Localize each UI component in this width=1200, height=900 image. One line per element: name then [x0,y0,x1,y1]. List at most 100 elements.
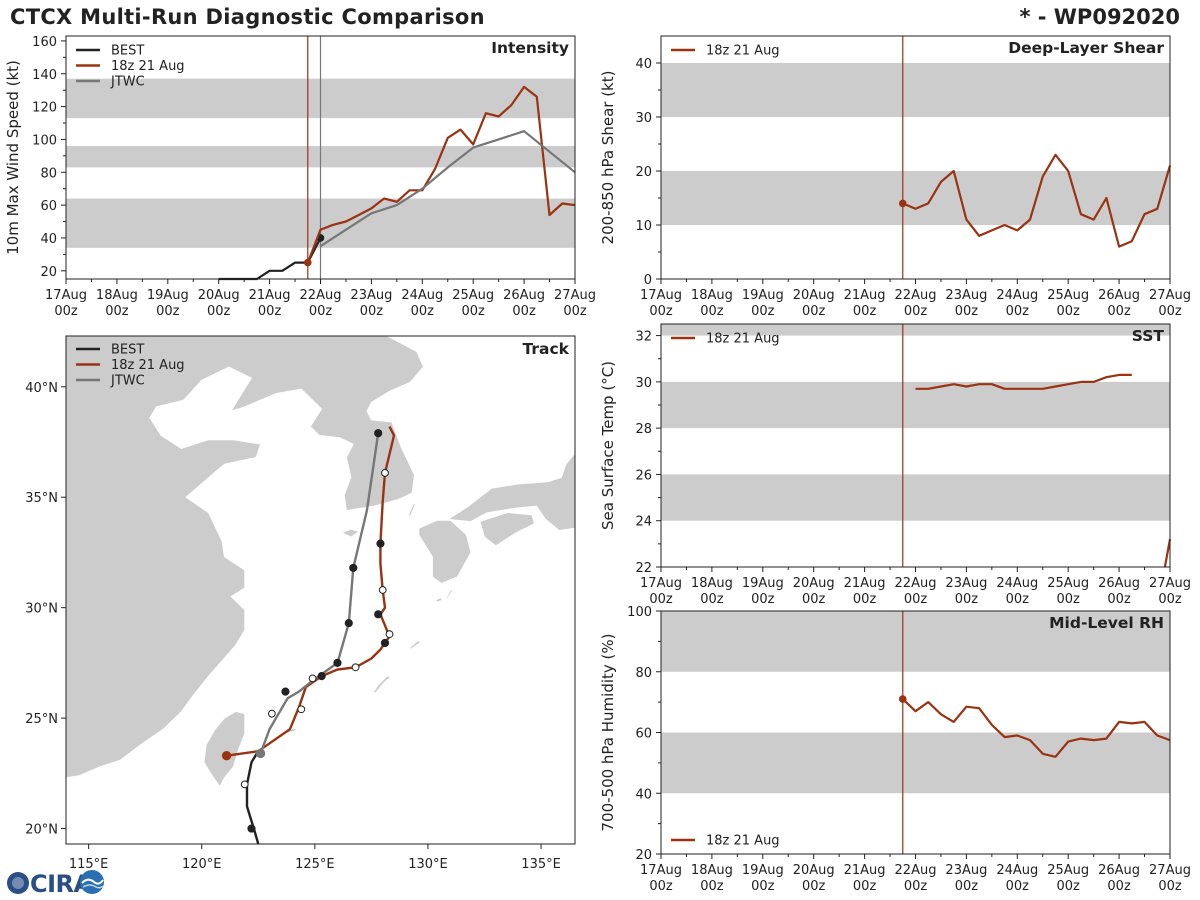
shear-xtick-hour-8: 00z [1057,304,1081,319]
sst-xtick-date-8: 25Aug [1047,576,1089,591]
intensity-xtick-hour-5: 00z [309,304,333,319]
sst-xtick-hour-2: 00z [751,592,775,607]
sst-xtick-hour-8: 00z [1057,592,1081,607]
rh-xtick-date-0: 17Aug [640,863,682,878]
sst-xtick-date-1: 18Aug [691,576,733,591]
rh-xtick-date-3: 20Aug [793,863,835,878]
shear-xtick-hour-10: 00z [1158,304,1182,319]
intensity-xtick-date-3: 20Aug [198,288,240,303]
intensity-ytick-label-2: 60 [40,199,57,214]
intensity-ytick-label-1: 40 [40,232,57,247]
shear-xtick-date-7: 24Aug [996,288,1038,303]
logo-globe-icon [7,872,29,894]
shear-xtick-date-8: 25Aug [1047,288,1089,303]
sst-band-2 [661,324,1170,336]
shear-xtick-date-9: 26Aug [1098,288,1140,303]
sst-xtick-date-4: 21Aug [844,576,886,591]
land-tsushima [408,503,417,519]
intensity-xtick-date-4: 21Aug [249,288,291,303]
track-position-marker-13 [376,539,385,548]
track-chart: 115°E 120°E 125°E 130°E 135°E 20°N 25°N 30°N 35°… [25,335,576,872]
shear-xtick-hour-9: 00z [1107,304,1131,319]
sst-xtick-date-3: 20Aug [793,576,835,591]
page-title: CTCX Multi-Run Diagnostic Comparison [10,5,485,29]
sst-xtick-date-10: 27Aug [1149,576,1191,591]
intensity-ytick-label-5: 120 [32,101,57,116]
rh-xtick-hour-2: 00z [751,879,775,894]
land-taiwan [203,711,246,788]
rh-xtick-hour-3: 00z [802,879,826,894]
intensity-xtick-hour-2: 00z [156,304,180,319]
shear-xtick-hour-2: 00z [751,304,775,319]
intensity-series-run-1 [306,85,576,263]
intensity-xtick-date-0: 17Aug [45,288,87,303]
sst-xtick-date-5: 22Aug [895,576,937,591]
track-position-marker-11 [378,586,387,594]
intensity-xtick-hour-1: 00z [105,304,129,319]
sst-chart: 22242628303217Aug00z18Aug00z19Aug00z20Au… [599,323,1191,607]
shear-xtick-hour-3: 00z [802,304,826,319]
track-position-marker-5 [351,663,360,672]
shear-xtick-hour-5: 00z [904,304,928,319]
shear-xtick-date-1: 18Aug [691,288,733,303]
track-position-marker-0 [267,709,276,718]
shear-xtick-hour-1: 00z [700,304,724,319]
land-yakushima [435,597,444,603]
track-lon-label-1: 120°E [182,857,222,872]
track-marker-best-0 [247,824,256,833]
land-shikoku [479,512,535,547]
sst-series-run-1 [1163,539,1172,568]
intensity-xtick-date-2: 19Aug [147,288,189,303]
intensity-xtick-hour-3: 00z [207,304,231,319]
rh-xtick-date-7: 24Aug [996,863,1038,878]
intensity-title: Intensity [491,39,569,57]
track-position-marker-2 [308,674,317,683]
track-marker-jtwc-0 [255,748,266,759]
rh-ytick-label-3: 80 [635,666,652,681]
rh-xtick-date-4: 21Aug [844,863,886,878]
sst-series-run-0 [915,373,1132,390]
rh-xtick-date-1: 18Aug [691,863,733,878]
shear-series-run-0 [902,153,1172,248]
sst-xtick-hour-7: 00z [1006,592,1030,607]
shear-band-0 [661,171,1170,225]
intensity-ylabel: 10m Max Wind Speed (kt) [4,60,22,255]
sst-ytick-label-2: 26 [635,468,652,483]
track-position-marker-10 [374,610,383,619]
land-amami [409,640,423,651]
rh-band-1 [661,611,1170,672]
land-honshu [447,452,575,531]
track-title: Track [523,340,570,358]
track-position-marker-6 [333,658,342,667]
track-lat-label-1: 25°N [25,712,58,727]
intensity-series-jtwc-2 [319,130,576,248]
shear-band-1 [661,63,1170,117]
rh-xtick-date-8: 25Aug [1047,863,1089,878]
shear-xtick-date-3: 20Aug [793,288,835,303]
sst-xtick-hour-1: 00z [700,592,724,607]
track-legend-label-0: BEST [111,343,144,358]
sst-frame [660,323,1171,568]
intensity-marker-run-0 [303,258,312,267]
track-lon-label-4: 135°E [521,857,561,872]
shear-xtick-hour-7: 00z [1006,304,1030,319]
sst-xtick-hour-3: 00z [802,592,826,607]
intensity-ytick-label-4: 100 [32,133,57,148]
sst-xtick-hour-0: 00z [649,592,673,607]
track-position-marker-14 [381,469,389,477]
shear-ylabel: 200-850 hPa Shear (kt) [599,71,617,245]
intensity-legend-label-2: JTWC [110,75,145,90]
sst-xtick-date-0: 17Aug [640,576,682,591]
sst-xtick-date-2: 19Aug [742,576,784,591]
intensity-xtick-hour-0: 00z [54,304,78,319]
rh-ylabel: 700-500 hPa Humidity (%) [599,633,617,831]
track-marker-run-0 [221,750,232,761]
sst-title: SST [1132,327,1165,345]
shear-ytick-label-4: 40 [635,57,652,72]
track-lon-label-2: 125°E [295,857,335,872]
sst-legend-label-0: 18z 21 Aug [706,332,780,347]
shear-legend-label-0: 18z 21 Aug [706,44,780,59]
sst-xtick-hour-6: 00z [955,592,979,607]
rh-legend-label-0: 18z 21 Aug [706,834,780,849]
